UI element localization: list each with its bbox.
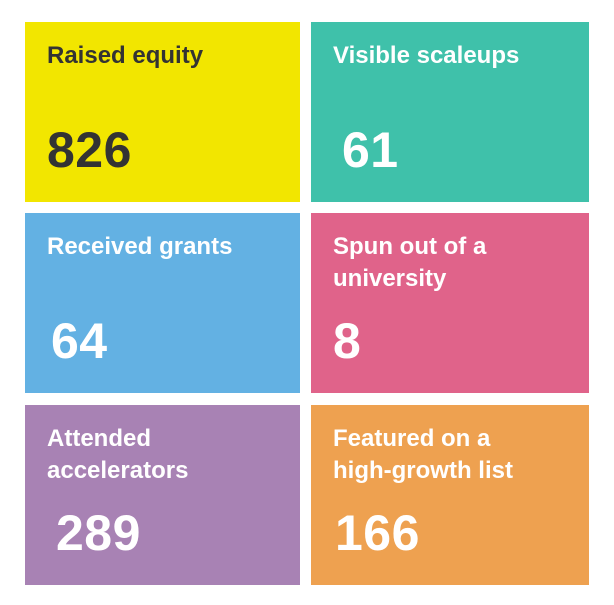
stat-tile-spun-out-university: Spun out of a university 8 <box>311 213 589 393</box>
stat-tile-label: Received grants <box>47 233 233 260</box>
stat-tile-value: 61 <box>342 122 399 178</box>
stat-tile-label: Featured on a high-growth list <box>333 425 513 484</box>
stat-tile-label: Attended accelerators <box>47 425 189 484</box>
stat-tile-value: 8 <box>333 313 362 369</box>
stat-tile-label: Visible scaleups <box>333 42 520 69</box>
stat-tile-value: 826 <box>47 122 132 178</box>
stat-tile-value: 289 <box>56 505 141 561</box>
stat-tile-value: 64 <box>51 313 108 369</box>
stat-tile-attended-accelerators: Attended accelerators 289 <box>25 405 300 585</box>
stat-tile-label: Raised equity <box>47 42 204 69</box>
stat-tile-label: Spun out of a university <box>333 233 487 292</box>
stat-tile-high-growth-list: Featured on a high-growth list 166 <box>311 405 589 585</box>
stat-tile-raised-equity: Raised equity 826 <box>25 22 300 202</box>
stat-tile-visible-scaleups: Visible scaleups 61 <box>311 22 589 202</box>
stat-tile-value: 166 <box>335 505 420 561</box>
stat-tile-received-grants: Received grants 64 <box>25 213 300 393</box>
